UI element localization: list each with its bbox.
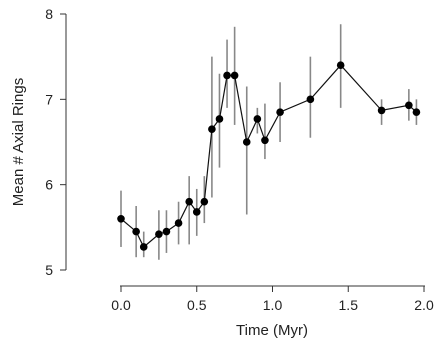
y-axis-label: Mean # Axial Rings xyxy=(10,78,27,206)
data-point-13 xyxy=(242,138,251,146)
data-point-8 xyxy=(200,197,209,206)
x-ticks: 0.0 0.5 1.0 1.5 2.0 xyxy=(111,286,434,313)
data-point-15 xyxy=(261,136,269,145)
data-point-19 xyxy=(377,106,386,115)
y-tick-label-2: 7 xyxy=(45,91,53,107)
data-point-16 xyxy=(276,108,284,116)
x-tick-label-4: 2.0 xyxy=(414,297,434,313)
data-point-18 xyxy=(336,61,345,69)
data-point-6 xyxy=(185,197,193,206)
data-point-1 xyxy=(132,227,140,236)
y-ticks: 5 6 7 8 xyxy=(45,6,66,278)
y-tick-label-3: 8 xyxy=(45,6,53,22)
x-tick-label-2: 1.0 xyxy=(263,297,283,313)
data-point-3 xyxy=(155,230,163,238)
data-point-14 xyxy=(253,115,262,123)
data-point-2 xyxy=(139,243,148,251)
x-axis-label: Time (Myr) xyxy=(236,322,308,339)
error-bars xyxy=(120,24,418,260)
data-point-4 xyxy=(162,227,171,236)
x-tick-label-1: 0.5 xyxy=(187,297,207,313)
data-point-10 xyxy=(215,115,224,123)
x-axis: 0.0 0.5 1.0 1.5 2.0 xyxy=(111,285,434,313)
data-point-9 xyxy=(208,125,216,133)
data-points xyxy=(117,61,421,251)
y-tick-label-1: 6 xyxy=(45,177,53,193)
data-point-5 xyxy=(174,219,183,227)
series-line xyxy=(120,64,417,248)
y-tick-label-0: 5 xyxy=(45,262,53,278)
data-point-12 xyxy=(230,71,239,80)
x-tick-label-0: 0.0 xyxy=(111,297,131,313)
data-point-7 xyxy=(192,208,201,216)
data-point-20 xyxy=(405,101,413,110)
data-point-11 xyxy=(223,71,231,80)
x-tick-label-3: 1.5 xyxy=(339,297,359,313)
data-point-0 xyxy=(117,215,125,223)
y-axis: 5 6 7 8 xyxy=(45,6,67,278)
data-point-17 xyxy=(306,95,315,104)
data-point-21 xyxy=(412,108,421,116)
